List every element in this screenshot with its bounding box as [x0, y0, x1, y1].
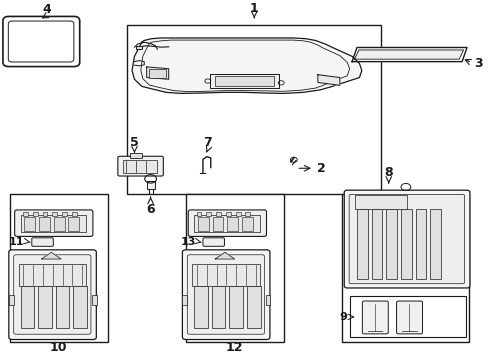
Bar	[146, 181, 154, 189]
Bar	[127, 24, 381, 194]
Bar	[354, 195, 407, 209]
Bar	[56, 286, 69, 328]
FancyBboxPatch shape	[187, 255, 264, 334]
Polygon shape	[317, 75, 339, 85]
FancyBboxPatch shape	[118, 156, 163, 176]
Bar	[33, 212, 38, 216]
Bar	[242, 217, 252, 231]
Bar	[198, 217, 208, 231]
Bar	[192, 264, 259, 286]
Bar	[10, 194, 107, 342]
Text: 3: 3	[473, 57, 482, 70]
FancyBboxPatch shape	[188, 210, 266, 237]
Bar	[38, 286, 52, 328]
Bar	[23, 212, 28, 216]
Bar	[415, 209, 426, 279]
FancyBboxPatch shape	[9, 250, 96, 339]
Text: 7: 7	[203, 136, 212, 149]
Bar	[62, 212, 67, 216]
Bar	[216, 212, 221, 216]
FancyBboxPatch shape	[15, 210, 93, 237]
Bar	[54, 217, 64, 231]
Polygon shape	[146, 67, 168, 79]
Text: 13: 13	[180, 237, 195, 247]
Text: 4: 4	[42, 3, 51, 16]
Text: 6: 6	[146, 203, 155, 216]
FancyBboxPatch shape	[348, 194, 464, 284]
Bar	[194, 215, 259, 232]
Bar	[149, 69, 166, 77]
Bar	[225, 212, 230, 216]
Bar	[52, 212, 57, 216]
Bar	[229, 286, 243, 328]
FancyBboxPatch shape	[32, 238, 53, 246]
Text: 11: 11	[9, 237, 24, 247]
Bar	[24, 217, 35, 231]
Polygon shape	[351, 48, 466, 62]
Bar	[68, 217, 79, 231]
Bar	[371, 209, 382, 279]
FancyBboxPatch shape	[182, 250, 269, 339]
Bar	[136, 46, 142, 49]
Bar	[185, 194, 283, 342]
Polygon shape	[41, 252, 61, 259]
FancyBboxPatch shape	[203, 238, 224, 246]
Bar	[206, 212, 211, 216]
FancyBboxPatch shape	[362, 301, 387, 334]
Bar	[356, 209, 367, 279]
Text: 2: 2	[316, 162, 325, 175]
Bar	[349, 296, 465, 337]
FancyBboxPatch shape	[14, 255, 91, 334]
Bar	[182, 295, 187, 305]
Bar	[245, 212, 250, 216]
Polygon shape	[132, 38, 361, 93]
Polygon shape	[215, 252, 234, 259]
Polygon shape	[354, 50, 463, 59]
Bar	[130, 153, 142, 158]
Bar	[20, 286, 34, 328]
Bar	[429, 209, 440, 279]
Bar	[194, 286, 207, 328]
Bar	[73, 286, 87, 328]
Text: 5: 5	[130, 136, 139, 149]
Bar	[215, 76, 273, 86]
Text: 10: 10	[50, 341, 67, 354]
Text: 1: 1	[249, 2, 258, 15]
Bar	[227, 217, 238, 231]
Bar	[19, 264, 86, 286]
Bar	[42, 212, 47, 216]
Bar	[342, 194, 468, 342]
Bar	[20, 215, 86, 232]
FancyBboxPatch shape	[344, 190, 469, 288]
FancyBboxPatch shape	[8, 21, 74, 62]
Bar	[196, 212, 201, 216]
Text: 8: 8	[384, 166, 392, 179]
Bar	[235, 212, 240, 216]
FancyBboxPatch shape	[396, 301, 422, 334]
Text: 12: 12	[225, 341, 243, 354]
Bar	[400, 209, 411, 279]
Bar	[72, 212, 77, 216]
Bar	[212, 217, 223, 231]
Bar	[39, 217, 50, 231]
Bar	[9, 295, 14, 305]
FancyBboxPatch shape	[3, 17, 80, 67]
Bar	[386, 209, 396, 279]
Polygon shape	[210, 74, 278, 88]
Bar	[123, 161, 157, 173]
Bar	[246, 286, 260, 328]
Text: 9: 9	[339, 312, 346, 322]
Bar	[92, 295, 97, 305]
Bar	[211, 286, 225, 328]
Bar	[265, 295, 270, 305]
